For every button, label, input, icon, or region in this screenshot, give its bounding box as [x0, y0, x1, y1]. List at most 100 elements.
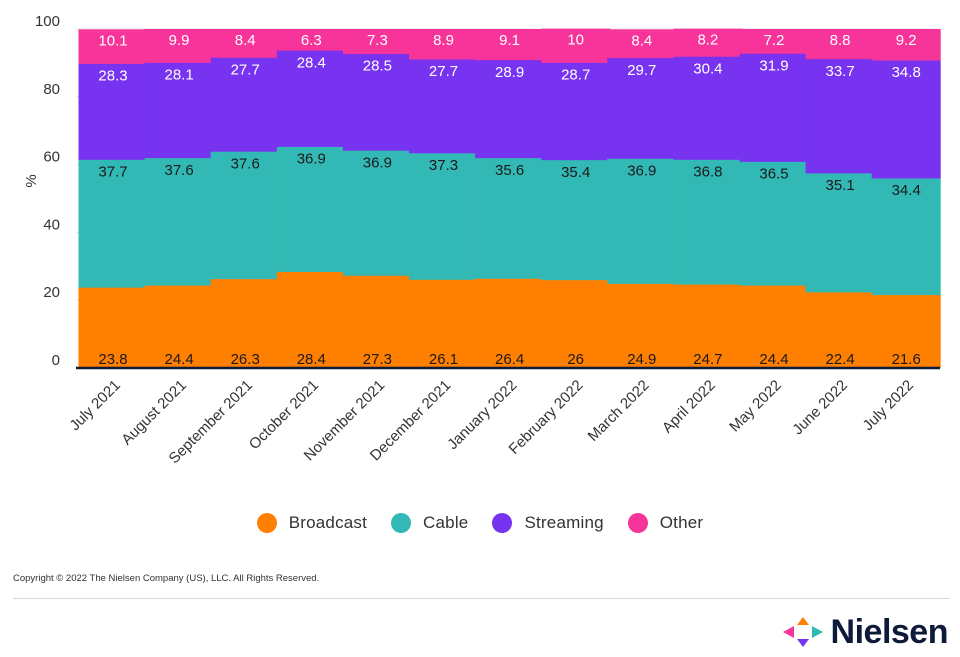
- legend-label-cable: Cable: [423, 513, 469, 532]
- bar-segment-cable: [541, 159, 611, 281]
- data-label-broadcast: 24.4: [164, 351, 193, 368]
- bar-group: 24.7 36.8 30.4 8.2: [673, 28, 743, 369]
- data-label-streaming: 28.1: [164, 67, 193, 84]
- y-tick-label: 100: [35, 13, 60, 30]
- legend-swatch-streaming: [492, 513, 513, 533]
- bar-group: 26.4 35.6 28.9 9.1: [475, 29, 545, 369]
- bar-segment-other: [342, 29, 412, 55]
- bar-segment-streaming: [607, 57, 677, 159]
- data-label-other: 7.3: [367, 32, 388, 49]
- data-label-other: 9.1: [499, 32, 520, 49]
- bar-group: 24.4 37.6 28.1 9.9: [144, 29, 214, 369]
- bar-segment-cable: [78, 159, 148, 288]
- data-label-cable: 37.6: [164, 162, 193, 179]
- bar-segment-cable: [805, 173, 875, 293]
- legend-item-streaming[interactable]: Streaming: [492, 513, 604, 533]
- legend-label-broadcast: Broadcast: [288, 513, 368, 532]
- data-label-other: 10.1: [98, 32, 127, 49]
- data-label-other: 10: [567, 32, 584, 49]
- bar-segment-other: [805, 29, 875, 60]
- x-tick-label: July 2022: [860, 377, 917, 434]
- data-label-cable: 37.7: [98, 164, 127, 181]
- bar-group: 26 35.4 28.7 10: [541, 28, 611, 369]
- bar-segment-broadcast: [409, 279, 478, 369]
- nielsen-mark-icon: [782, 617, 823, 647]
- bar-segment-other: [739, 29, 809, 54]
- footer-divider: [13, 598, 950, 599]
- data-label-cable: 36.9: [363, 154, 392, 171]
- bar-segment-broadcast: [673, 284, 743, 369]
- data-label-other: 7.2: [764, 32, 785, 49]
- bar-segment-other: [673, 28, 743, 57]
- y-tick-label: 40: [43, 216, 60, 233]
- bar-segment-streaming: [541, 62, 611, 161]
- bar-segment-streaming: [805, 58, 875, 174]
- data-label-other: 8.8: [830, 32, 851, 49]
- data-label-cable: 36.9: [627, 162, 656, 179]
- bar-segment-broadcast: [739, 285, 809, 369]
- brand-name: Nielsen: [830, 612, 949, 651]
- bar-segment-other: [409, 29, 478, 60]
- data-label-broadcast: 23.8: [98, 351, 127, 368]
- bars: 23.837.728.310.124.437.628.19.926.337.62…: [78, 28, 941, 369]
- data-label-streaming: 31.9: [759, 57, 788, 74]
- bar-group: 28.4 36.9 28.4 6.3: [276, 29, 346, 369]
- y-tick-label: 80: [43, 81, 60, 98]
- data-label-cable: 37.6: [231, 155, 260, 172]
- bar-segment-broadcast: [805, 292, 875, 369]
- bar-segment-broadcast: [541, 279, 611, 369]
- x-tick-label: May 2022: [726, 377, 785, 436]
- bar-segment-cable: [739, 161, 809, 286]
- data-label-other: 8.4: [631, 32, 652, 49]
- bar-segment-broadcast: [144, 285, 214, 369]
- legend-item-broadcast[interactable]: Broadcast: [256, 513, 368, 533]
- bar-segment-streaming: [78, 63, 148, 160]
- bar-group: 22.4 35.1 33.7 8.8: [805, 29, 875, 369]
- bar-segment-cable: [342, 150, 412, 276]
- bar-segment-streaming: [409, 59, 478, 154]
- data-label-other: 9.2: [896, 32, 917, 49]
- data-label-streaming: 34.8: [892, 64, 921, 81]
- data-label-cable: 35.4: [561, 164, 590, 181]
- legend-item-other[interactable]: Other: [627, 513, 704, 533]
- data-label-cable: 35.1: [825, 177, 854, 194]
- bar-group: 27.3 36.9 28.5 7.3: [342, 29, 412, 369]
- bar-segment-cable: [409, 153, 478, 280]
- brand-logo: Nielsen: [782, 612, 949, 652]
- x-tick-label: July 2021: [66, 377, 123, 434]
- bar-segment-broadcast: [607, 283, 677, 369]
- data-label-cable: 35.6: [495, 162, 524, 179]
- data-label-cable: 34.4: [892, 182, 921, 199]
- data-label-broadcast: 21.6: [892, 351, 921, 368]
- data-label-streaming: 28.3: [98, 68, 127, 85]
- data-label-broadcast: 26.3: [231, 351, 260, 368]
- bar-segment-streaming: [871, 60, 941, 179]
- bar-segment-streaming: [144, 62, 214, 159]
- bar-group: 26.3 37.6 27.7 8.4: [210, 29, 280, 369]
- bar-segment-streaming: [210, 57, 280, 152]
- bar-segment-cable: [673, 159, 743, 285]
- bar-segment-other: [541, 28, 611, 63]
- bar-segment-other: [210, 29, 280, 58]
- data-label-broadcast: 24.9: [627, 351, 656, 368]
- x-tick-label: April 2022: [659, 377, 719, 437]
- bar-group: 23.8 37.7 28.3 10.1: [78, 29, 148, 369]
- bar-group: 24.9 36.9 29.7 8.4: [607, 29, 677, 369]
- data-label-streaming: 30.4: [693, 60, 722, 77]
- data-label-broadcast: 27.3: [363, 351, 392, 368]
- bar-segment-broadcast: [342, 275, 412, 369]
- data-label-other: 8.9: [433, 32, 454, 49]
- data-label-broadcast: 26.4: [495, 351, 524, 368]
- legend-item-cable[interactable]: Cable: [391, 513, 468, 533]
- bar-segment-broadcast: [475, 278, 545, 369]
- bar-segment-cable: [871, 178, 941, 296]
- bar-segment-broadcast: [210, 278, 280, 369]
- x-tick-label: June 2022: [789, 377, 851, 439]
- legend-swatch-other: [627, 513, 648, 533]
- bar-segment-streaming: [276, 50, 346, 147]
- bar-segment-other: [144, 29, 214, 63]
- bar-segment-cable: [210, 151, 280, 280]
- legend-swatch-broadcast: [256, 513, 277, 533]
